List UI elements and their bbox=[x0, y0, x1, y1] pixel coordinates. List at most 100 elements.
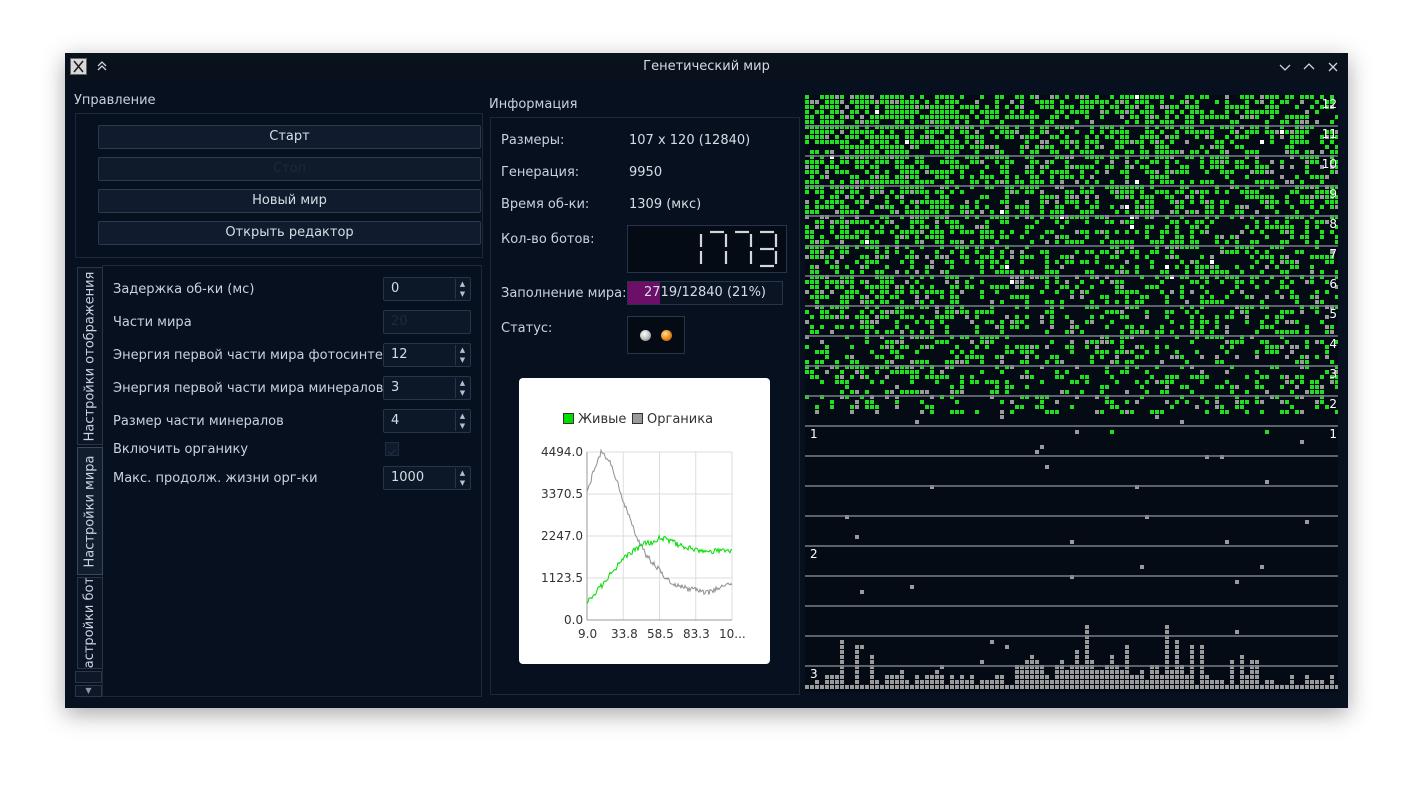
spin-up-icon[interactable]: ▲ bbox=[459, 469, 466, 477]
bot-cell bbox=[850, 185, 854, 189]
spin-down-icon[interactable]: ▼ bbox=[459, 290, 466, 298]
open-editor-button[interactable]: Открыть редактор bbox=[98, 221, 481, 245]
world-band-number: 8 bbox=[1329, 217, 1337, 231]
close-icon[interactable] bbox=[1323, 57, 1343, 77]
bot-cell bbox=[1295, 135, 1299, 139]
tab-scroll-up-button[interactable] bbox=[75, 671, 102, 683]
bot-cell bbox=[1020, 405, 1024, 409]
bot-cell bbox=[920, 365, 924, 369]
bot-cell bbox=[1080, 260, 1084, 264]
bot-cell bbox=[945, 125, 949, 129]
bot-cell bbox=[1295, 185, 1299, 189]
world-band-number: 2 bbox=[1329, 397, 1337, 411]
bot-cell bbox=[1090, 210, 1094, 214]
bot-cell bbox=[1125, 335, 1129, 339]
minerals-part-size-spinbox[interactable]: 4 ▲ ▼ bbox=[383, 409, 471, 433]
bot-cell bbox=[830, 250, 834, 254]
legend-organic-swatch bbox=[632, 413, 643, 424]
spin-up-icon[interactable]: ▲ bbox=[459, 379, 466, 387]
bot-cell bbox=[870, 245, 874, 249]
tab-world-settings[interactable]: Настройки мира bbox=[77, 447, 103, 575]
organic-lifetime-spinbox[interactable]: 1000 ▲ ▼ bbox=[383, 466, 471, 490]
bot-cell bbox=[840, 210, 844, 214]
bot-cell bbox=[1005, 285, 1009, 289]
organic-cell bbox=[1205, 675, 1209, 679]
bot-cell bbox=[930, 210, 934, 214]
bot-cell bbox=[1145, 195, 1149, 199]
spin-down-icon[interactable]: ▼ bbox=[459, 479, 466, 487]
tab-scroll-down-button[interactable]: ▼ bbox=[75, 685, 102, 697]
bot-cell bbox=[820, 240, 824, 244]
bot-cell bbox=[1205, 150, 1209, 154]
bot-cell bbox=[1100, 250, 1104, 254]
delay-spinbox[interactable]: 0 ▲ ▼ bbox=[383, 277, 471, 301]
bot-cell bbox=[950, 135, 954, 139]
bot-cell bbox=[1110, 205, 1114, 209]
bot-cell bbox=[1125, 325, 1129, 329]
bot-cell bbox=[1005, 105, 1009, 109]
organic-cell bbox=[805, 215, 809, 219]
bot-cell bbox=[1085, 220, 1089, 224]
tab-bot-settings[interactable]: Настройки бота bbox=[77, 577, 103, 669]
chevron-down-icon[interactable] bbox=[1275, 57, 1295, 77]
organic-cell bbox=[1285, 255, 1289, 259]
minerals-energy-spinbox[interactable]: 3 ▲ ▼ bbox=[383, 376, 471, 400]
bot-cell bbox=[1125, 400, 1129, 404]
organic-cell bbox=[1040, 190, 1044, 194]
tab-display-settings[interactable]: Настройки отображения bbox=[77, 267, 103, 445]
bot-cell bbox=[955, 400, 959, 404]
organic-cell bbox=[1060, 665, 1064, 669]
double-chevron-up-icon[interactable] bbox=[92, 57, 112, 77]
enable-organic-checkbox[interactable] bbox=[385, 442, 399, 456]
start-button[interactable]: Старт bbox=[98, 125, 481, 149]
organic-cell bbox=[1020, 680, 1024, 684]
new-world-button[interactable]: Новый мир bbox=[98, 189, 481, 213]
bot-cell bbox=[1255, 380, 1259, 384]
organic-cell bbox=[1210, 685, 1214, 689]
bot-cell bbox=[915, 145, 919, 149]
spin-up-icon[interactable]: ▲ bbox=[459, 280, 466, 288]
organic-cell bbox=[890, 685, 894, 689]
bot-cell bbox=[1270, 140, 1274, 144]
organic-cell bbox=[1145, 315, 1149, 319]
bot-cell bbox=[975, 115, 979, 119]
spin-up-icon[interactable]: ▲ bbox=[459, 412, 466, 420]
bot-cell bbox=[1030, 225, 1034, 229]
bot-cell bbox=[1160, 410, 1164, 414]
bot-cell bbox=[1090, 305, 1094, 309]
spin-down-icon[interactable]: ▼ bbox=[459, 356, 466, 364]
photosynthesis-energy-spinbox[interactable]: 12 ▲ ▼ bbox=[383, 343, 471, 367]
bot-cell bbox=[835, 270, 839, 274]
bot-cell bbox=[1330, 200, 1334, 204]
bot-cell bbox=[940, 175, 944, 179]
bot-cell bbox=[1085, 110, 1089, 114]
bot-cell bbox=[1070, 105, 1074, 109]
bot-cell bbox=[840, 295, 844, 299]
organic-cell bbox=[1190, 670, 1194, 674]
bot-cell bbox=[935, 290, 939, 294]
organic-cell bbox=[1140, 680, 1144, 684]
bot-cell bbox=[895, 140, 899, 144]
bot-cell bbox=[1120, 110, 1124, 114]
spin-down-icon[interactable]: ▼ bbox=[459, 389, 466, 397]
spin-up-icon[interactable]: ▲ bbox=[459, 346, 466, 354]
spin-down-icon[interactable]: ▼ bbox=[459, 422, 466, 430]
bot-cell bbox=[1320, 340, 1324, 344]
organic-cell bbox=[1170, 155, 1174, 159]
bot-cell bbox=[880, 270, 884, 274]
bot-cell bbox=[925, 360, 929, 364]
bot-cell bbox=[1190, 245, 1194, 249]
organic-cell bbox=[1205, 135, 1209, 139]
organic-cell bbox=[1255, 355, 1259, 359]
bot-cell bbox=[970, 210, 974, 214]
organic-cell bbox=[1055, 235, 1059, 239]
stop-button[interactable]: Стоп bbox=[98, 157, 481, 181]
x-app-icon[interactable] bbox=[70, 58, 87, 75]
world-parts-spinbox[interactable]: 20 bbox=[383, 310, 471, 334]
organic-cell bbox=[1325, 220, 1329, 224]
world-view[interactable]: 12 11 10 9 8 7 6 5 4 3 2 1 1 2 3 bbox=[805, 95, 1339, 692]
bot-cell bbox=[1245, 135, 1249, 139]
chevron-up-icon[interactable] bbox=[1299, 57, 1319, 77]
bot-cell bbox=[1180, 290, 1184, 294]
bot-cell bbox=[1065, 175, 1069, 179]
